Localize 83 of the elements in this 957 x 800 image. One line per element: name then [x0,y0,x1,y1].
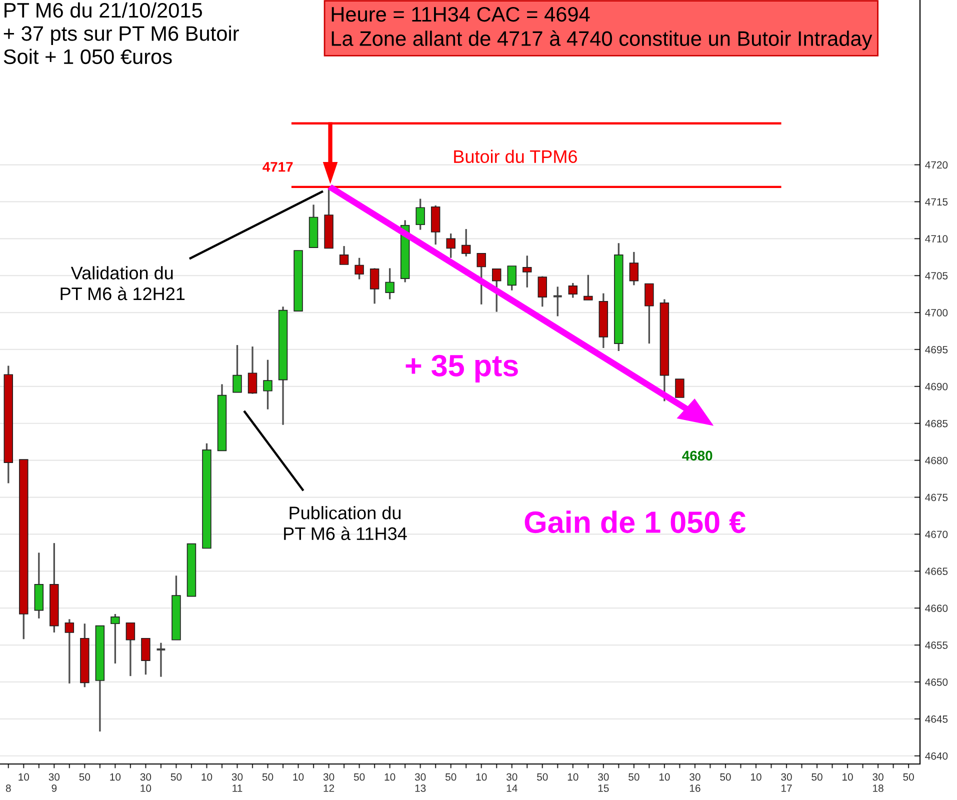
y-tick-label: 4650 [925,678,948,686]
annotation: 4717 [262,162,293,172]
y-tick-label: 4690 [925,382,948,390]
x-tick-label: 50 [720,773,731,781]
y-tick-label: 4660 [925,604,948,612]
candlestick [110,613,120,664]
y-tick-label: 4720 [925,161,948,169]
x-tick-label: 30 15 [598,773,609,792]
candlestick [552,286,563,318]
x-tick-label: 30 9 [48,773,60,792]
x-tick-label: 50 [445,773,456,781]
candlestick [126,622,136,677]
x-tick-label: 10 [18,773,30,781]
x-tick-label: 30 13 [414,773,426,792]
candlestick [232,344,242,394]
x-tick-label: 10 [476,773,487,781]
y-tick-label: 4645 [925,715,948,723]
candlestick [263,359,272,410]
candlestick [141,638,150,676]
x-tick-label: 30 10 [140,773,152,792]
y-tick-label: 4700 [925,309,948,316]
y-tick-label: 4705 [925,272,948,280]
candlestick [339,245,349,266]
candlestick [354,257,364,280]
x-tick-label: 50 [812,773,822,781]
candlestick [675,378,684,398]
x-tick-label: 30 14 [506,773,518,792]
candlestick [248,346,258,395]
y-tick-label: 4670 [925,530,948,538]
x-tick-label: 30 18 [872,773,884,792]
x-tick-label: 10 [293,773,304,781]
y-tick-label: 4715 [925,198,948,206]
candlestick [568,282,578,299]
candlestick [629,251,639,286]
candlestick [492,268,502,313]
annotation: Publication du PT M6 à 11H34 [284,506,407,540]
candlestick [385,267,394,300]
candlestick [522,254,532,288]
candlestick [584,274,593,301]
candlestick [446,232,456,259]
annotation: Butoir du TPM6 [454,150,577,163]
x-tick-label: 50 [262,773,274,781]
candlestick [156,642,166,678]
y-tick-label: 4655 [925,642,948,649]
y-tick-label: 4640 [925,752,948,760]
y-tick-label: 4695 [925,346,948,354]
candlestick [507,265,516,292]
y-tick-label: 4665 [925,568,948,576]
text: Heure = 11H34 CAC = 4694 La Zone allant de 4717 à 4740 constitue un Butoir Intraday [332,6,872,50]
x-tick-label: 30 11 [232,773,243,792]
candlestick [416,198,425,231]
x-tick-label: 30 17 [781,773,792,792]
y-tick-label: 4685 [925,420,948,428]
y-tick-label: 4710 [925,235,948,243]
candlestick [538,276,548,308]
candlestick [476,252,486,306]
x-tick-label: 50 [628,773,640,781]
x-tick-label: 10 [842,773,853,781]
x-tick-label: 10 [659,773,670,781]
x-tick-label: 50 [79,773,90,781]
x-tick-label: 10 [202,773,212,781]
x-tick-label: 10 [384,773,396,781]
x-tick-label: 50 [170,773,182,781]
x-tick-label: 10 [750,773,762,781]
x-tick-label: 10 [568,773,578,781]
candlestick [461,228,471,258]
annotation: Validation du PT M6 à 12H21 [60,266,185,300]
x-tick-label: 50 [537,773,548,781]
annotation: Gain de 1 050 € [524,510,746,534]
x-tick-label: 50 [903,773,914,781]
candlestick [644,282,654,344]
x-tick-label: 10 [110,773,121,781]
x-tick-label: 30 16 [690,773,700,792]
y-tick-label: 4680 [925,456,948,464]
annotation: 4680 [682,450,712,461]
annotation: + 35 pts [406,354,518,382]
x-tick-label: 50 [354,773,365,781]
candlestick [64,618,74,684]
text: PT M6 du 21/10/2015 + 37 pts sur PT M6 Butoir Soit + 1 050 €uros [4,2,239,64]
y-tick-label: 4675 [925,494,948,502]
x-tick-label: 8 [6,784,11,792]
candlestick [370,267,380,305]
x-tick-label: 30 12 [323,773,334,792]
